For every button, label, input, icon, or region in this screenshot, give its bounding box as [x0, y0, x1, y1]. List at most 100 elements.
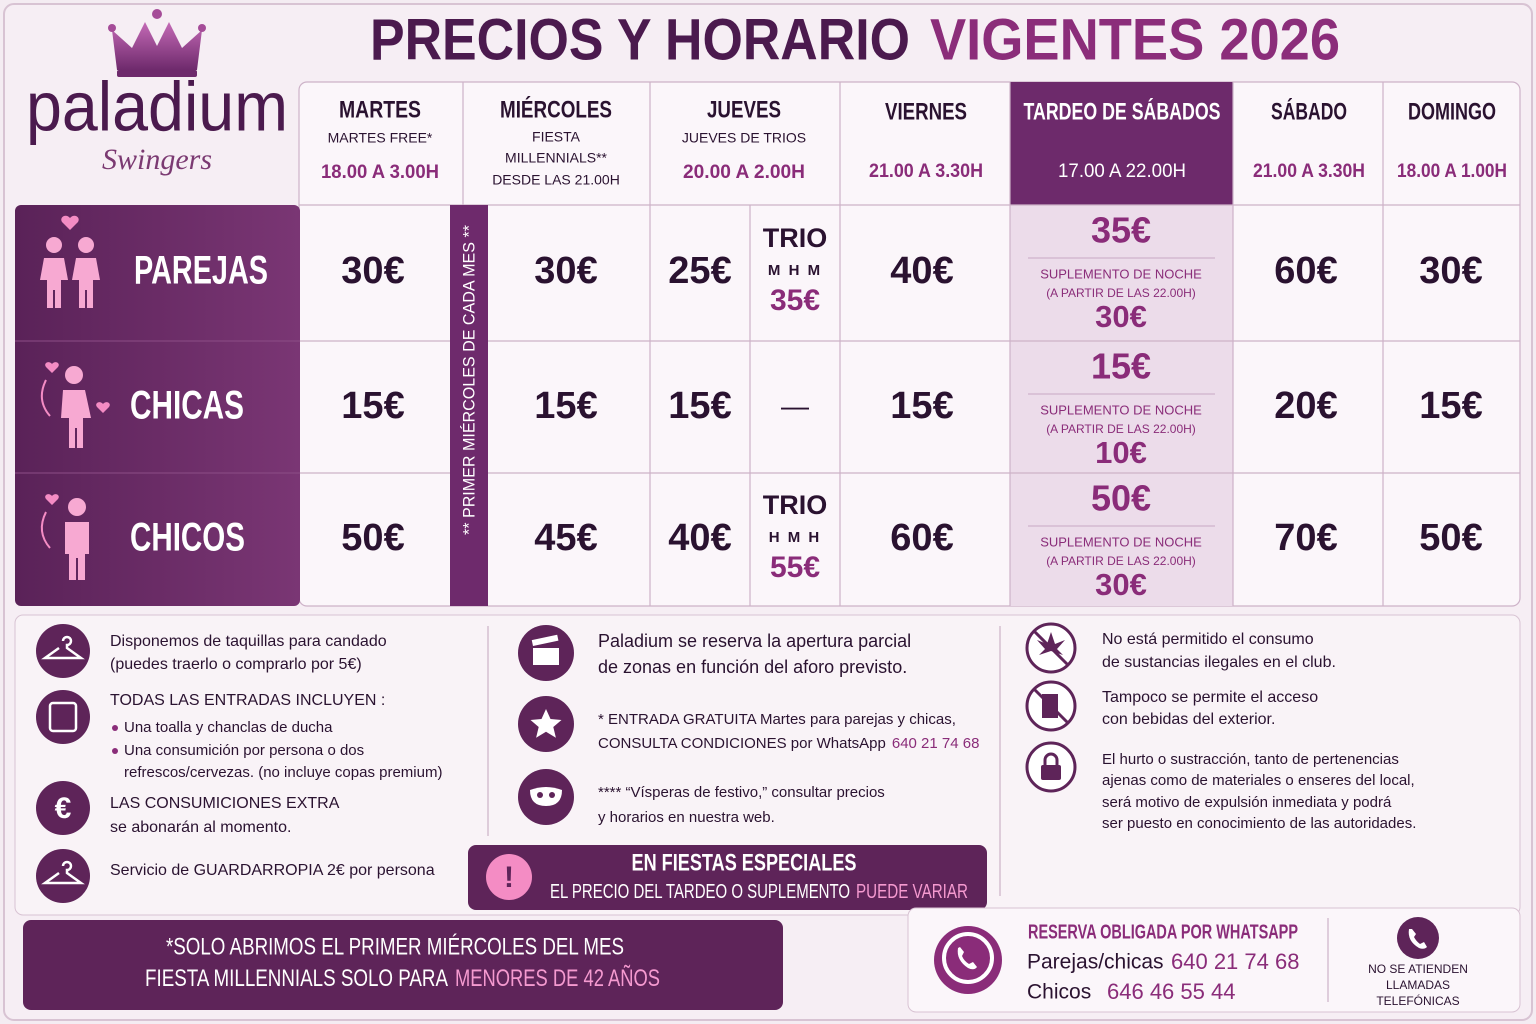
group-label: PAREJAS [134, 249, 268, 293]
trio-title: TRIO [763, 223, 828, 253]
banner-line: *SOLO ABRIMOS EL PRIMER MIÉRCOLES DEL ME… [166, 933, 624, 960]
contact-label: Parejas/chicas [1027, 951, 1164, 974]
price: 40€ [890, 250, 953, 292]
crown-base [117, 70, 197, 77]
price: 30€ [534, 250, 597, 292]
info-text: CONSULTA CONDICIONES por WhatsApp 640 21 … [598, 735, 979, 752]
notice-text: TELEFÓNICAS [1376, 993, 1459, 1008]
euro-icon [36, 781, 90, 835]
price: 50€ [341, 517, 404, 559]
banner-line: FIESTA MILLENNIALS SOLO PARA [145, 965, 448, 992]
woman-icon [40, 362, 110, 448]
brand-name: paladium [26, 67, 288, 145]
bullet [112, 748, 118, 754]
price: 20€ [1274, 385, 1337, 427]
rules: No está permitido el consumo de sustanci… [1025, 622, 1416, 832]
info-heading: TODAS LAS ENTRADAS INCLUYEN : [110, 692, 385, 709]
info-text: * ENTRADA GRATUITA Martes para parejas y… [598, 711, 956, 728]
brand-tagline: Swingers [102, 143, 212, 176]
alert-text: EL PRECIO DEL TARDEO O SUPLEMENTO [550, 881, 850, 903]
banner-highlight: MENORES DE 42 AÑOS [455, 965, 660, 992]
crown-jewel [108, 24, 116, 32]
price: 60€ [1274, 250, 1337, 292]
tardeo-night-price: 10€ [1095, 435, 1147, 470]
clapper-shape [533, 648, 559, 665]
tardeo-note: SUPLEMENTO DE NOCHE [1040, 534, 1202, 549]
booking-box [907, 907, 1521, 1013]
info-text: se abonarán al momento. [110, 819, 291, 836]
info-panel [14, 614, 1521, 916]
title-highlight: VIGENTES 2026 [930, 7, 1340, 72]
locker-shape [48, 701, 78, 733]
tardeo-night-price: 30€ [1095, 299, 1147, 334]
info-text: con bebidas del exterior. [1102, 711, 1275, 728]
trio-price: 35€ [770, 284, 820, 317]
wednesday-note: ** PRIMER MIÉRCOLES DE CADA MES ** [459, 225, 478, 535]
price: 15€ [1419, 385, 1482, 427]
phone-shape [1408, 929, 1427, 949]
booking-title: RESERVA OBLIGADA POR WHATSAPP [1028, 921, 1298, 943]
day-hours: 18.00 A 3.00H [321, 162, 439, 183]
policies: Paladium se reserva la apertura parcial … [518, 625, 979, 826]
day-detail: FIESTA [532, 129, 581, 145]
trio-combo: H M H [769, 529, 822, 546]
mask-eye [549, 792, 555, 798]
group-column [15, 205, 300, 606]
alert-highlight: PUEDE VARIAR [856, 881, 968, 903]
special-alert: ! EN FIESTAS ESPECIALES EL PRECIO DEL TA… [468, 845, 987, 910]
tardeo-note: SUPLEMENTO DE NOCHE [1040, 266, 1202, 281]
info-bullet: Una consumición por persona o dos [124, 742, 364, 759]
day-detail: MARTES FREE* [328, 130, 433, 146]
clapper-top [531, 634, 559, 646]
day-hours: 18.00 A 1.00H [1397, 161, 1507, 182]
info-text: ajenas como de materiales o enseres del … [1102, 772, 1415, 789]
tardeo-price: 15€ [1091, 346, 1151, 387]
info-text: Disponemos de taquillas para candado [110, 633, 387, 650]
booking: RESERVA OBLIGADA POR WHATSAPP Parejas/ch… [907, 907, 1521, 1013]
tardeo-price: 35€ [1091, 210, 1151, 251]
alert-text: EL PRECIO DEL TARDEO O SUPLEMENTO PUEDE V… [550, 881, 968, 903]
contact-phone: 646 46 55 44 [1107, 979, 1235, 1004]
info-text: y horarios en nuestra web. [598, 809, 775, 826]
day-name: MIÉRCOLES [500, 95, 612, 123]
whatsapp-phone [957, 947, 977, 970]
info-text: Paladium se reserva la apertura parcial [598, 631, 911, 651]
notice-text: LLAMADAS [1386, 978, 1450, 992]
tardeo-from: (A PARTIR DE LAS 22.00H) [1046, 554, 1196, 568]
tardeo-price: 50€ [1091, 478, 1151, 519]
euro-symbol: € [55, 792, 72, 825]
hanger-shape [41, 860, 85, 885]
tardeo-from: (A PARTIR DE LAS 22.00H) [1046, 286, 1196, 300]
ban-line [1032, 629, 1070, 667]
man-icon [40, 494, 89, 580]
day-hours: 21.00 A 3.30H [869, 161, 983, 182]
alert-symbol: ! [504, 861, 514, 894]
info-text: El hurto o sustracción, tanto de pertene… [1102, 751, 1399, 768]
price: 40€ [668, 517, 731, 559]
crown-jewel [152, 9, 162, 19]
table-body: PAREJAS CHICAS CHICOS 30€ 30€ 25€ 40€ 60€ 30€… [130, 210, 1483, 603]
price: 50€ [1419, 517, 1482, 559]
hanger-icon [36, 849, 90, 903]
price: 15€ [534, 385, 597, 427]
price: 45€ [534, 517, 597, 559]
trio-combo: M H M [768, 262, 822, 279]
tardeo-header-bg [1010, 82, 1233, 205]
tardeo-note: SUPLEMENTO DE NOCHE [1040, 402, 1202, 417]
day-detail: MILLENNIALS** [505, 150, 607, 166]
lock-shackle [1043, 752, 1059, 765]
notice-text: NO SE ATIENDEN [1368, 962, 1468, 976]
info-text: (puedes traerlo o comprarlo por 5€) [110, 656, 362, 673]
leaf-shape [1037, 632, 1065, 655]
wednesday-strip [450, 205, 488, 606]
tardeo-night-price: 30€ [1095, 567, 1147, 602]
hanger-shape [41, 635, 85, 660]
info-text: de sustancias ilegales en el club. [1102, 654, 1336, 671]
day-hours: 20.00 A 2.00H [683, 162, 805, 183]
trio-price: 55€ [770, 551, 820, 584]
info-text: **** “Vísperas de festivo,” consultar pr… [598, 784, 885, 801]
crown-jewel [198, 24, 206, 32]
day-hours: 17.00 A 22.00H [1058, 161, 1186, 182]
day-name: VIERNES [885, 98, 967, 125]
contact-phone: 640 21 74 68 [1171, 949, 1299, 974]
